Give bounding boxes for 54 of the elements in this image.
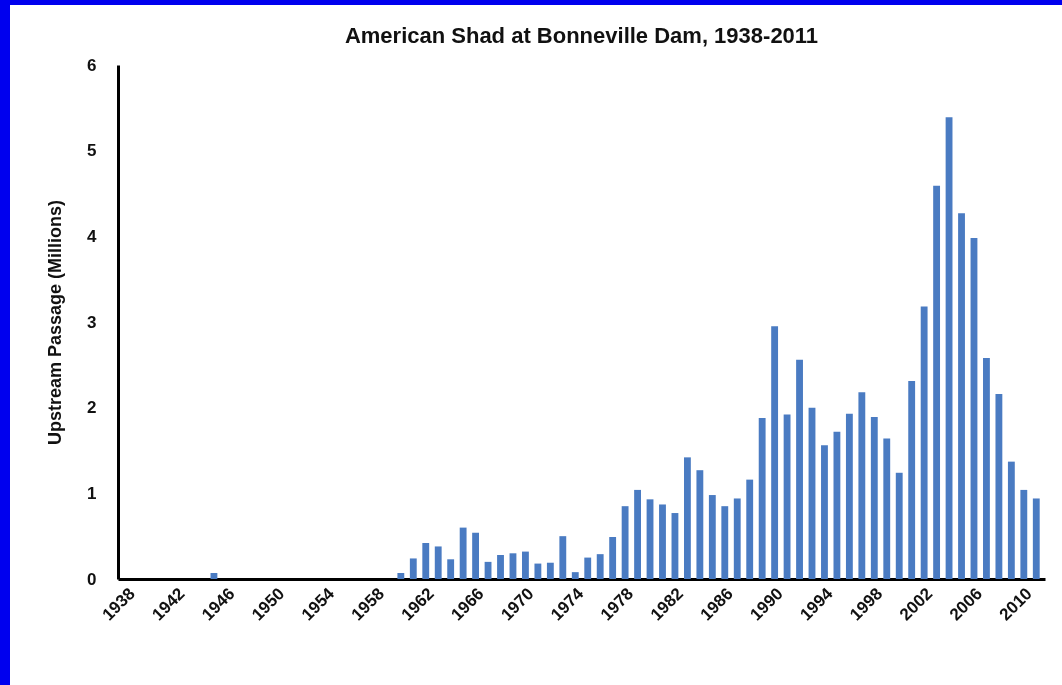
bar xyxy=(696,470,704,579)
bar xyxy=(933,185,941,579)
bar xyxy=(883,438,891,579)
bar xyxy=(721,506,729,579)
chart-title: American Shad at Bonneville Dam, 1938-2011 xyxy=(344,23,819,48)
y-tick-label: 2 xyxy=(87,398,97,418)
bar xyxy=(708,495,716,579)
bar xyxy=(958,213,965,579)
bar xyxy=(659,504,666,579)
bar xyxy=(1007,461,1015,579)
y-axis-title: Upstream Passage (Millions) xyxy=(45,199,66,446)
bar xyxy=(983,357,990,579)
bar xyxy=(1032,498,1040,579)
y-tick-label: 5 xyxy=(87,141,97,161)
bar xyxy=(796,359,803,579)
bar xyxy=(522,551,529,579)
bar xyxy=(920,306,928,579)
bar xyxy=(634,489,641,579)
bar xyxy=(746,479,754,579)
bar xyxy=(621,506,629,579)
bar xyxy=(845,413,853,579)
y-tick-label: 4 xyxy=(87,226,98,246)
bar xyxy=(783,414,791,579)
bar xyxy=(459,527,467,579)
bar xyxy=(821,445,828,579)
bar xyxy=(534,563,542,579)
bar xyxy=(422,543,430,579)
bar xyxy=(895,472,903,579)
bar xyxy=(447,559,455,579)
bar xyxy=(409,558,417,579)
bar xyxy=(609,537,617,579)
bar xyxy=(559,536,567,579)
bar xyxy=(758,417,766,579)
bar xyxy=(497,555,504,579)
bar xyxy=(833,431,841,579)
bar xyxy=(584,557,592,579)
bar xyxy=(1020,489,1028,579)
bar xyxy=(596,554,604,579)
y-tick-label: 1 xyxy=(87,483,97,503)
bar xyxy=(771,326,779,579)
bar xyxy=(546,562,554,579)
bar xyxy=(434,546,442,579)
bar xyxy=(472,532,480,579)
bar xyxy=(908,381,916,579)
y-tick-label: 3 xyxy=(87,312,97,332)
bar xyxy=(733,498,741,579)
y-tick-label: 0 xyxy=(87,569,97,589)
bar xyxy=(858,392,866,579)
bar xyxy=(397,573,405,579)
bar xyxy=(995,393,1003,579)
bar xyxy=(683,457,691,579)
bar xyxy=(571,572,579,579)
y-tick-label: 6 xyxy=(87,55,97,75)
bar xyxy=(870,417,878,579)
